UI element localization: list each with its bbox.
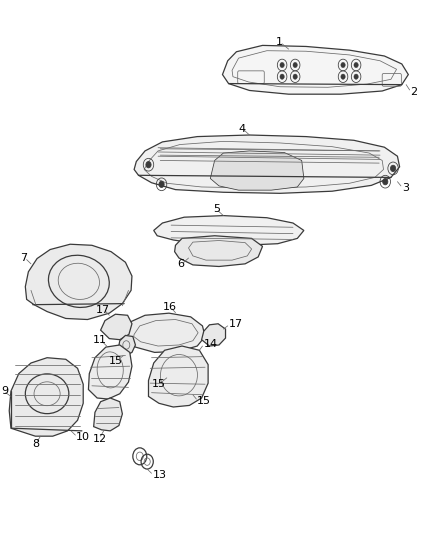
Text: 4: 4 — [239, 124, 246, 134]
Polygon shape — [154, 216, 304, 245]
Circle shape — [159, 181, 164, 188]
Text: 2: 2 — [410, 86, 417, 96]
Text: 8: 8 — [33, 439, 40, 449]
Polygon shape — [223, 45, 408, 94]
Polygon shape — [156, 359, 176, 378]
Text: 1: 1 — [276, 37, 283, 47]
Text: 11: 11 — [93, 335, 107, 345]
Circle shape — [280, 74, 284, 79]
Text: 17: 17 — [96, 305, 110, 315]
Text: 7: 7 — [20, 253, 27, 263]
Text: 15: 15 — [197, 396, 211, 406]
Polygon shape — [124, 313, 205, 352]
Polygon shape — [118, 335, 135, 356]
Text: 13: 13 — [152, 471, 166, 480]
Polygon shape — [148, 346, 208, 407]
Text: 10: 10 — [76, 432, 90, 442]
Polygon shape — [210, 151, 304, 190]
Text: 15: 15 — [152, 378, 166, 389]
Text: 3: 3 — [402, 183, 409, 193]
Circle shape — [341, 62, 345, 68]
Text: 12: 12 — [93, 434, 107, 444]
Text: 15: 15 — [110, 356, 124, 366]
Text: 9: 9 — [1, 386, 8, 396]
Polygon shape — [201, 324, 226, 346]
Polygon shape — [25, 244, 132, 319]
Circle shape — [383, 179, 388, 185]
Text: 6: 6 — [178, 260, 185, 269]
Text: 14: 14 — [203, 340, 217, 350]
Circle shape — [341, 74, 345, 79]
Text: 16: 16 — [162, 302, 177, 312]
Polygon shape — [134, 135, 399, 193]
Polygon shape — [88, 345, 132, 399]
Circle shape — [354, 74, 358, 79]
Circle shape — [391, 165, 396, 172]
Circle shape — [293, 62, 297, 68]
Polygon shape — [101, 314, 132, 340]
Circle shape — [280, 62, 284, 68]
Circle shape — [146, 161, 151, 168]
Polygon shape — [179, 379, 197, 397]
Circle shape — [354, 62, 358, 68]
Text: 17: 17 — [229, 319, 243, 329]
Polygon shape — [175, 236, 262, 266]
Polygon shape — [9, 358, 83, 436]
Circle shape — [293, 74, 297, 79]
Polygon shape — [94, 398, 122, 431]
Text: 5: 5 — [213, 204, 220, 214]
